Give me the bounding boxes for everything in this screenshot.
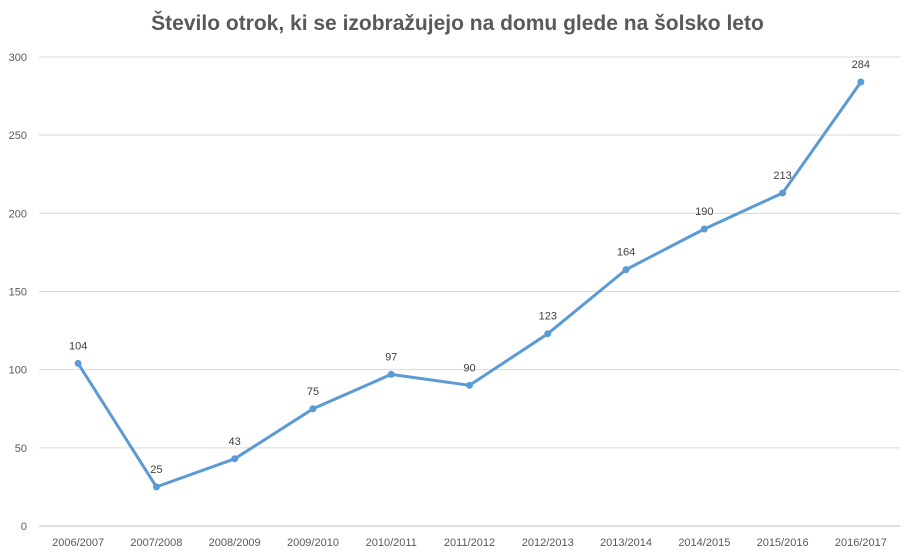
data-label: 75: [307, 386, 319, 398]
data-label: 25: [150, 464, 162, 476]
data-point: [466, 381, 473, 389]
x-tick-label: 2007/2008: [130, 537, 182, 549]
y-tick-label: 50: [15, 443, 27, 455]
data-point: [622, 266, 630, 274]
data-label: 164: [617, 247, 635, 259]
data-label: 104: [69, 340, 87, 352]
x-tick-label: 2013/2014: [600, 537, 652, 549]
x-tick-label: 2016/2017: [835, 537, 887, 549]
x-tick-label: 2014/2015: [678, 537, 730, 549]
y-tick-label: 0: [21, 521, 27, 533]
x-tick-label: 2009/2010: [287, 537, 339, 549]
data-point: [309, 405, 317, 413]
data-label: 43: [229, 436, 241, 448]
y-tick-label: 100: [9, 365, 27, 377]
chart-title: Število otrok, ki se izobražujejo na dom…: [151, 12, 764, 35]
x-tick-label: 2012/2013: [522, 537, 574, 549]
data-point: [544, 330, 552, 338]
y-tick-label: 250: [9, 130, 27, 142]
data-point: [387, 370, 395, 378]
data-point: [779, 189, 787, 197]
y-tick-label: 300: [9, 52, 27, 64]
data-label: 123: [539, 311, 557, 323]
y-tick-label: 150: [9, 287, 27, 299]
data-point: [857, 78, 865, 86]
x-tick-label: 2010/2011: [366, 537, 417, 549]
data-label: 213: [773, 170, 791, 182]
series-line: [76, 80, 863, 489]
x-tick-label: 2015/2016: [757, 537, 809, 549]
data-label: 190: [695, 206, 713, 218]
data-label: 97: [385, 351, 397, 363]
data-point: [700, 225, 708, 233]
x-tick-label: 2006/2007: [52, 537, 104, 549]
y-tick-label: 200: [9, 208, 27, 220]
data-point: [74, 359, 82, 367]
data-label: 90: [463, 362, 475, 374]
data-point: [152, 483, 160, 491]
data-label: 284: [852, 59, 870, 71]
data-point: [231, 455, 239, 463]
x-tick-label: 2008/2009: [209, 537, 261, 549]
x-tick-label: 2011/2012: [444, 537, 495, 549]
